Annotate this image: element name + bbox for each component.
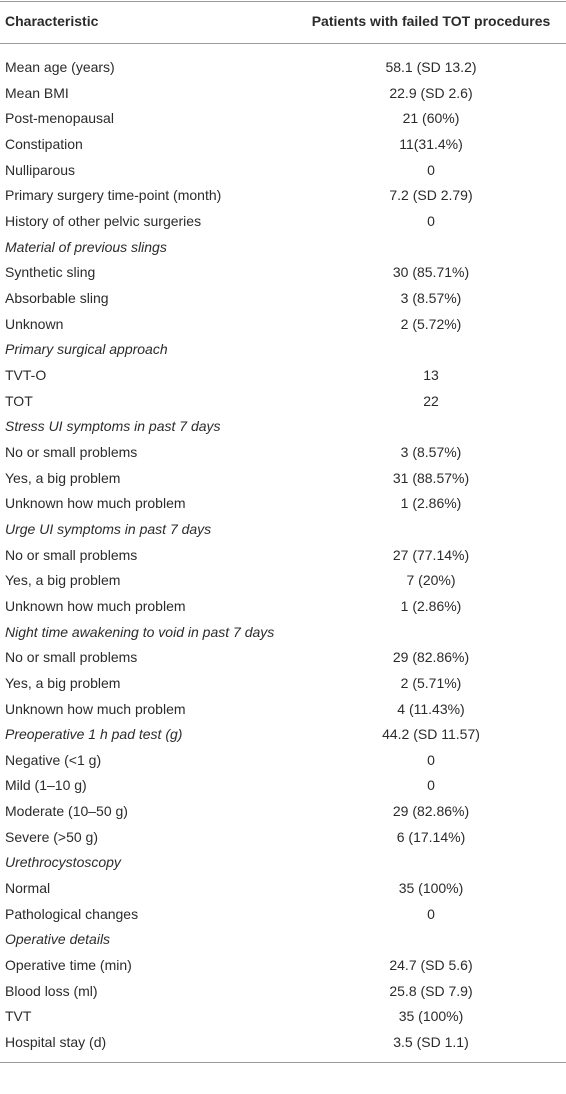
row-value: 31 (88.57%) [392,469,470,486]
row-label: Yes, a big problem [5,674,121,691]
row-value: 24.7 (SD 5.6) [389,957,473,974]
row-label: Pathological changes [5,905,139,922]
row-label: Post-menopausal [5,110,114,127]
row-label: Negative (<1 g) [5,751,102,768]
row-value: 6 (17.14%) [396,828,466,845]
column-header: Patients with failed TOT procedures [311,13,551,29]
top-rule [0,1,566,2]
row-value: 0 [427,161,435,178]
row-value: 3 (8.57%) [400,443,462,460]
row-value: 1 (2.86%) [400,597,462,614]
row-label: Normal [5,880,51,897]
row-label: Mean age (years) [5,59,115,75]
row-value: 0 [427,905,435,922]
row-label: Synthetic sling [5,264,96,281]
row-label: TOT [5,392,33,409]
row-value: 30 (85.71%) [392,264,470,281]
row-label: Hospital stay (d) [5,1034,107,1051]
row-value: 25.8 (SD 7.9) [389,982,473,999]
section-label: Urge UI symptoms in past 7 days [5,520,212,537]
row-value: 22 [423,392,439,409]
section-label: Stress UI symptoms in past 7 days [5,418,221,435]
row-value: 3.5 (SD 1.1) [393,1034,469,1051]
row-label: Constipation [5,135,83,152]
row-label: Mean BMI [5,84,69,101]
column-header: Characteristic [5,13,99,29]
row-label: Primary surgery time-point (month) [5,187,222,204]
row-value: 29 (82.86%) [392,803,470,820]
row-value: 2 (5.72%) [400,315,462,332]
row-value: 44.2 (SD 11.57) [382,726,480,743]
section-label: Preoperative 1 h pad test (g) [5,726,183,743]
row-label: Unknown how much problem [5,700,186,717]
row-label: Unknown how much problem [5,597,186,614]
row-value: 35 (100%) [398,880,464,897]
row-label: No or small problems [5,649,138,666]
bottom-rule [0,1062,566,1063]
row-label: TVT [5,1008,32,1025]
row-value: 3 (8.57%) [400,289,462,306]
section-label: Night time awakening to void in past 7 d… [5,623,275,640]
row-label: Yes, a big problem [5,469,121,486]
row-label: Severe (>50 g) [5,828,98,845]
row-label: Blood loss (ml) [5,982,98,999]
row-value: 22.9 (SD 2.6) [389,84,473,101]
row-value: 29 (82.86%) [392,649,470,666]
row-label: TVT-O [5,366,47,383]
row-value: 4 (11.43%) [397,700,465,717]
row-label: Absorbable sling [5,289,109,306]
row-value: 1 (2.86%) [400,495,462,512]
row-value: 27 (77.14%) [392,546,470,563]
section-label: Primary surgical approach [5,341,168,358]
row-value: 13 [423,366,439,383]
row-label: History of other pelvic surgeries [5,212,202,229]
row-value: 7.2 (SD 2.79) [389,187,473,204]
row-label: Yes, a big problem [5,572,121,589]
row-label: No or small problems [5,546,138,563]
row-value: 58.1 (SD 13.2) [385,59,477,75]
row-label: Unknown [5,315,64,332]
row-label: Mild (1–10 g) [5,777,87,794]
section-label: Urethrocystoscopy [5,854,121,871]
row-value: 2 (5.71%) [400,674,462,691]
row-value: 7 (20%) [406,572,456,589]
row-label: Operative time (min) [5,957,132,974]
row-value: 0 [427,751,435,768]
row-value: 0 [427,777,435,794]
section-label: Operative details [5,931,111,948]
row-value: 0 [427,212,435,229]
row-label: No or small problems [5,443,138,460]
row-value: 11(31.4%) [399,135,463,152]
row-value: 21 (60%) [402,110,460,127]
section-label: Material of previous slings [5,238,167,255]
row-label: Unknown how much problem [5,495,186,512]
row-label: Moderate (10–50 g) [5,803,128,820]
row-value: 35 (100%) [398,1008,464,1025]
row-label: Nulliparous [5,161,76,178]
header-rule [0,43,566,44]
